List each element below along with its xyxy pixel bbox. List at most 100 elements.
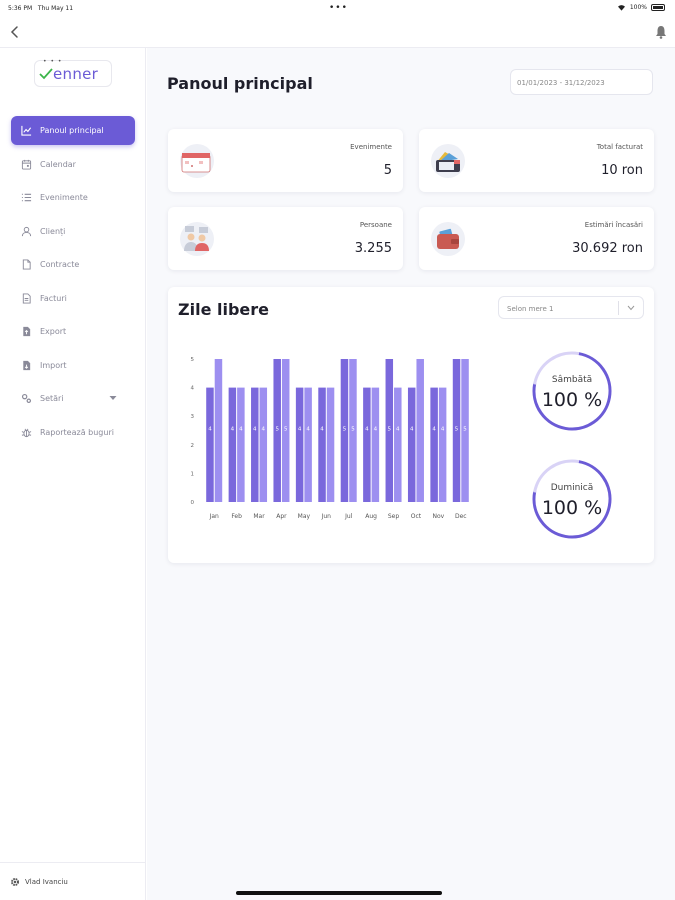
stat-label: Persoane <box>359 221 392 229</box>
logo-dots-icon: • • • <box>43 58 63 65</box>
x-tick-label: Aug <box>365 513 377 520</box>
date-range-picker[interactable]: 01/01/2023 - 31/12/2023 <box>510 69 653 95</box>
sidebar-item-label: Export <box>40 327 67 336</box>
import-icon <box>23 360 31 370</box>
stat-label: Total facturat <box>596 143 643 151</box>
logo-check-icon <box>39 68 53 80</box>
sidebar-item-clients[interactable]: Clienți <box>11 217 135 246</box>
bar-value-label: 4 <box>396 427 400 433</box>
sidebar-item-invoices[interactable]: Facturi <box>11 284 135 313</box>
bar <box>416 359 424 502</box>
sidebar-item-events[interactable]: Evenimente <box>11 183 135 212</box>
bar <box>318 387 326 502</box>
sidebar-item-label: Import <box>40 360 67 370</box>
bar <box>326 387 335 502</box>
bar-value-label: 4 <box>320 427 324 433</box>
status-bar: 5:36 PM Thu May 11 ••• 100% <box>0 0 675 18</box>
page-title: Panoul principal <box>167 74 313 93</box>
gauge-value: 100 % <box>541 497 603 519</box>
document-icon <box>22 259 31 270</box>
bar <box>452 359 461 502</box>
gauge-label: Duminică <box>550 483 594 493</box>
holidays-card: Zile libere Selon mere 1 0 1 2 3 4 5 4 Jan 4 4 Feb… <box>168 287 654 563</box>
logo[interactable]: • • • enner <box>34 58 112 87</box>
chevron-down-icon[interactable] <box>109 394 117 402</box>
x-tick-label: Jul <box>344 513 353 520</box>
sidebar: • • • enner Panoul principal Calendar Ev… <box>0 48 146 900</box>
bar-value-label: 4 <box>365 427 369 433</box>
wallet-cards-icon <box>431 144 465 178</box>
bar <box>251 387 259 502</box>
bar-value-label: 4 <box>306 427 310 433</box>
list-icon <box>21 193 32 202</box>
bar-value-label: 5 <box>463 427 467 433</box>
y-tick-label: 5 <box>191 357 195 363</box>
x-tick-label: May <box>298 513 311 520</box>
sidebar-item-label: Evenimente <box>40 193 88 202</box>
x-tick-label: Mar <box>253 513 265 520</box>
multitasking-dots-icon[interactable]: ••• <box>329 3 348 13</box>
export-icon <box>23 326 31 337</box>
wifi-icon <box>617 5 625 11</box>
bar-value-label: 4 <box>262 427 266 433</box>
bar <box>237 387 245 502</box>
sidebar-item-report-bugs[interactable]: Raportează buguri <box>11 418 135 447</box>
bar <box>385 359 394 502</box>
bar <box>461 359 469 502</box>
sidebar-item-label: Panoul principal <box>40 126 104 135</box>
bar <box>281 359 290 502</box>
wallet-icon <box>431 222 465 256</box>
back-chevron-icon[interactable] <box>8 24 22 40</box>
sidebar-item-export[interactable]: Export <box>11 317 135 346</box>
status-time: 5:36 PM Thu May 11 <box>8 5 74 12</box>
bar-value-label: 4 <box>441 427 445 433</box>
sidebar-menu: Panoul principal Calendar Evenimente Cli… <box>11 116 135 451</box>
sidebar-item-label: Setări <box>40 394 64 403</box>
stat-value: 10 ron <box>601 163 643 178</box>
bar <box>438 387 447 502</box>
saturday-gauge-ring <box>532 351 612 431</box>
sidebar-item-label: Calendar <box>40 159 76 169</box>
bar <box>371 387 380 502</box>
sidebar-item-calendar[interactable]: Calendar <box>11 150 135 179</box>
bar-value-label: 4 <box>253 427 257 433</box>
bar-value-label: 5 <box>343 427 347 433</box>
logo-text: enner <box>53 65 99 83</box>
sidebar-item-import[interactable]: Import <box>11 351 135 380</box>
gauge-value: 100 % <box>541 389 603 411</box>
sidebar-item-settings[interactable]: Setări <box>11 384 135 413</box>
bar-value-label: 4 <box>231 427 235 433</box>
calendar-icon <box>21 159 32 170</box>
bar-value-label: 5 <box>284 427 288 433</box>
bug-icon <box>21 428 32 437</box>
holidays-title: Zile libere <box>178 300 270 319</box>
user-account[interactable]: Vlad Ivanciu <box>0 862 146 900</box>
stat-card-events[interactable]: Evenimente 5 <box>168 129 403 192</box>
x-tick-label: Oct <box>411 513 422 520</box>
x-tick-label: Jun <box>321 513 332 520</box>
stat-value: 30.692 ron <box>572 241 643 256</box>
bell-icon[interactable] <box>655 25 667 39</box>
sidebar-item-dashboard[interactable]: Panoul principal <box>11 116 135 145</box>
sidebar-item-label: Clienți <box>40 226 66 236</box>
home-indicator[interactable] <box>236 891 442 895</box>
bar <box>295 387 304 502</box>
bar <box>394 387 402 502</box>
bar-value-label: 5 <box>275 427 279 433</box>
sunday-gauge-ring <box>532 459 612 539</box>
nav-bar <box>0 18 675 48</box>
chart-line-icon <box>21 125 32 136</box>
y-tick-label: 2 <box>191 443 195 449</box>
calendar-event-icon <box>180 144 214 178</box>
user-name: Vlad Ivanciu <box>25 877 68 886</box>
sunday-gauge: Duminică 100 % <box>532 459 612 539</box>
y-tick-label: 0 <box>191 500 195 506</box>
select-separator <box>618 301 619 315</box>
bar-value-label: 4 <box>374 427 378 433</box>
month-select[interactable]: Selon mere 1 <box>498 296 644 319</box>
sidebar-item-contracts[interactable]: Contracte <box>11 250 135 279</box>
stat-card-total-invoiced[interactable]: Total facturat 10 ron <box>419 129 654 192</box>
stat-card-people[interactable]: Persoane 3.255 <box>168 207 403 270</box>
stat-card-estimated-receipts[interactable]: Estimări încasări 30.692 ron <box>419 207 654 270</box>
gauge-label: Sâmbătă <box>551 375 593 385</box>
